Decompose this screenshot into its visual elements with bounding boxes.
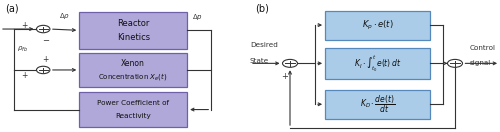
Text: Kinetics: Kinetics [116,33,150,42]
Text: Reactivity: Reactivity [116,113,151,119]
Text: Concentration $X_e(t)$: Concentration $X_e(t)$ [98,71,168,82]
Text: +: + [22,71,28,80]
Bar [325,48,430,79]
Text: Reactor: Reactor [117,19,150,28]
Text: signal: signal [470,60,491,66]
Text: (b): (b) [255,4,269,14]
Text: Xenon: Xenon [122,59,145,68]
Text: $\Delta\rho$: $\Delta\rho$ [59,11,70,21]
Bar [325,11,430,40]
Text: $K_I \cdot \int_{t_0}^{t} e(t)\, dt$: $K_I \cdot \int_{t_0}^{t} e(t)\, dt$ [354,53,401,74]
Bar [79,12,187,49]
Text: $\Delta p$: $\Delta p$ [192,12,203,22]
Bar [79,53,187,87]
Text: $K_p \cdot e(t)$: $K_p \cdot e(t)$ [362,18,394,32]
Text: State: State [250,58,269,64]
Text: +: + [42,55,49,64]
Bar [79,92,187,127]
Text: Control: Control [470,44,496,51]
Text: Power Coefficient of: Power Coefficient of [97,100,169,106]
Bar [325,90,430,119]
Text: +: + [22,21,28,30]
Text: Desired: Desired [250,42,278,48]
Text: (a): (a) [5,4,18,14]
Text: +: + [282,72,288,81]
Text: −: − [42,36,49,45]
Text: $K_D \cdot \dfrac{de(t)}{dt}$: $K_D \cdot \dfrac{de(t)}{dt}$ [360,94,395,115]
Text: $\rho_{fb}$: $\rho_{fb}$ [17,45,28,54]
